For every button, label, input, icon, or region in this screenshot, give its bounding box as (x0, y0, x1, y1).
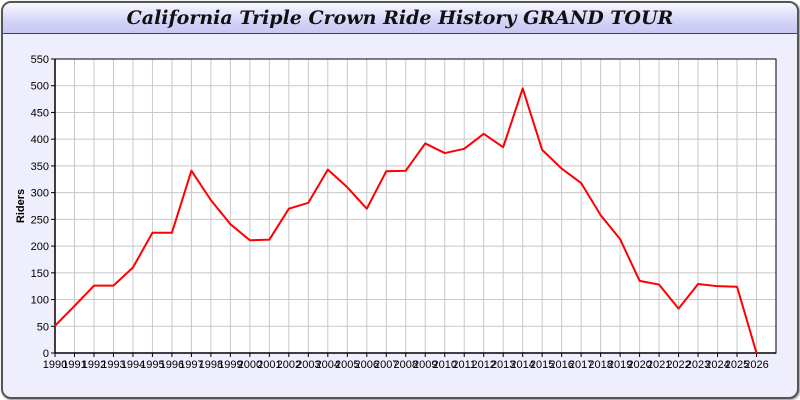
data-point (560, 167, 563, 170)
x-tick-label: 2013 (491, 359, 515, 371)
x-tick-label: 1998 (199, 359, 223, 371)
data-point (599, 214, 602, 216)
data-point (697, 283, 699, 285)
data-point (638, 280, 641, 282)
x-tick-label: 2011 (452, 359, 476, 371)
data-point (619, 238, 621, 240)
y-tick-label: 550 (31, 54, 49, 66)
y-tick-label: 300 (31, 188, 49, 200)
x-tick-label: 1999 (218, 359, 242, 371)
x-tick-label: 1992 (82, 359, 106, 371)
data-point (677, 307, 680, 310)
data-point (307, 201, 310, 204)
x-tick-label: 2026 (744, 359, 768, 371)
data-point (229, 223, 232, 225)
chart-title: California Triple Crown Ride History GRA… (126, 7, 674, 29)
x-tick-label: 2007 (374, 359, 398, 371)
data-point (346, 186, 349, 189)
y-axis-label: Riders (15, 189, 27, 223)
x-tick-label: 2006 (355, 359, 379, 371)
x-tick-label: 2012 (471, 359, 495, 371)
x-tick-label: 2023 (686, 359, 710, 371)
data-point (151, 231, 154, 234)
data-point (521, 87, 524, 90)
x-tick-label: 2003 (296, 359, 320, 371)
y-tick-label: 100 (31, 295, 49, 307)
data-point (171, 231, 173, 234)
data-point (736, 285, 738, 288)
data-point (268, 238, 271, 241)
x-tick-label: 2004 (316, 359, 340, 371)
x-tick-label: 2005 (335, 359, 359, 371)
data-point (288, 207, 290, 210)
x-tick-label: 2021 (647, 359, 671, 371)
data-point (502, 146, 504, 148)
x-tick-label: 2017 (569, 359, 593, 371)
x-tick-label: 1996 (160, 359, 184, 371)
y-tick-label: 200 (31, 241, 49, 253)
x-tick-label: 1993 (101, 359, 125, 371)
data-point (541, 149, 543, 151)
data-point (327, 168, 329, 171)
x-tick-label: 2008 (394, 359, 418, 371)
data-point (365, 207, 368, 210)
x-tick-label: 1997 (179, 359, 203, 371)
data-point (385, 170, 388, 173)
x-tick-label: 2022 (666, 359, 690, 371)
title-bar: California Triple Crown Ride History GRA… (3, 3, 797, 34)
data-point (658, 283, 660, 286)
x-tick-label: 2025 (725, 359, 749, 371)
data-point (132, 266, 134, 269)
x-tick-label: 1990 (43, 359, 67, 371)
y-tick-label: 450 (31, 107, 49, 119)
x-tick-label: 1994 (121, 359, 145, 371)
plot-area (55, 59, 776, 353)
y-tick-label: 0 (43, 348, 49, 360)
data-point (482, 133, 485, 135)
data-point (716, 285, 719, 287)
x-tick-label: 2000 (238, 359, 262, 371)
data-point (73, 305, 76, 307)
x-tick-label: 2016 (549, 359, 573, 371)
y-tick-label: 400 (31, 134, 49, 146)
x-tick-label: 2001 (257, 359, 281, 371)
x-tick-label: 1995 (140, 359, 164, 371)
data-point (755, 352, 758, 354)
data-point (112, 284, 115, 287)
y-tick-label: 350 (31, 161, 49, 173)
x-tick-label: 2024 (705, 359, 729, 371)
y-tick-label: 250 (31, 214, 49, 226)
data-point (190, 169, 193, 172)
x-tick-label: 2018 (588, 359, 612, 371)
y-tick-label: 150 (31, 268, 49, 280)
data-point (424, 142, 427, 145)
data-point (210, 199, 212, 201)
x-tick-label: 2014 (510, 359, 534, 371)
data-point (404, 169, 407, 172)
x-tick-label: 2015 (530, 359, 554, 371)
x-tick-label: 2009 (413, 359, 437, 371)
data-point (463, 148, 466, 150)
data-point (580, 182, 582, 184)
data-point (54, 324, 56, 327)
data-point (93, 284, 95, 287)
x-tick-label: 2019 (608, 359, 632, 371)
x-tick-label: 2020 (627, 359, 651, 371)
data-point (443, 152, 446, 154)
x-tick-label: 2002 (277, 359, 301, 371)
data-point (249, 239, 251, 242)
x-tick-label: 1991 (62, 359, 86, 371)
x-tick-label: 2010 (432, 359, 456, 371)
y-tick-label: 50 (37, 321, 49, 333)
y-tick-label: 500 (31, 81, 49, 93)
